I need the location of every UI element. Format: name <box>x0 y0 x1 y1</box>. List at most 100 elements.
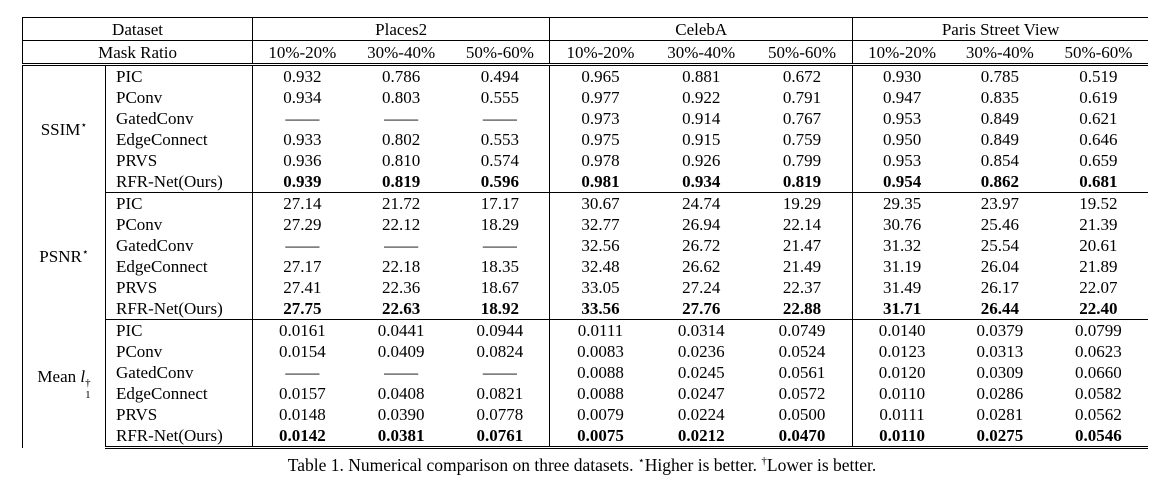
value-cell: 31.49 <box>882 278 922 297</box>
method-label: EdgeConnect <box>105 256 254 277</box>
ratio-cell: 30%-40% <box>950 40 1049 66</box>
value-cell: —— <box>384 236 419 255</box>
value-cell: 0.0083 <box>577 342 624 361</box>
value-cell: 0.0120 <box>878 363 926 382</box>
star-superscript: ⋆ <box>637 455 645 468</box>
metric-label-psnr: PSNR⋆ <box>21 192 107 320</box>
value-cell: 19.52 <box>1079 194 1118 213</box>
value-cell: —— <box>450 235 551 256</box>
value-cell: 30.67 <box>581 194 620 213</box>
value-cell: 0.0390 <box>377 405 425 424</box>
value-cell: 0.932 <box>283 67 322 86</box>
value-cell: 24.74 <box>682 194 721 213</box>
ratio-cell: 30%-40% <box>351 40 451 66</box>
value-cell: 0.934 <box>650 171 752 193</box>
value-cell: 0.0778 <box>450 404 551 425</box>
value-cell: 0.0111 <box>879 405 925 424</box>
value-cell: 21.89 <box>1079 257 1118 276</box>
value-cell: 0.0441 <box>377 321 425 340</box>
value-cell: 0.0309 <box>976 363 1024 382</box>
value-cell: 0.767 <box>751 108 854 129</box>
value-cell: 0.0314 <box>677 321 725 340</box>
value-cell: 23.97 <box>980 194 1019 213</box>
value-cell: 0.819 <box>351 171 451 193</box>
value-cell: 0.759 <box>751 129 854 150</box>
value-cell: 29.35 <box>882 194 922 213</box>
value-cell: 26.17 <box>980 278 1019 297</box>
value-cell: 0.977 <box>581 88 620 107</box>
dataset-paris: Paris Street View <box>852 17 1148 41</box>
method-label: PIC <box>105 192 254 214</box>
value-cell: 0.978 <box>581 151 620 170</box>
value-cell: 26.62 <box>682 257 721 276</box>
table-row: GatedConv —— —— —— 0.0088 0.0245 0.0561 … <box>23 362 1149 383</box>
table-row: Mean l † 1 PIC 0.0161 0.0441 0.0944 0.0111… <box>21 319 1149 448</box>
value-cell: 0.0313 <box>976 342 1024 361</box>
value-cell: 0.0470 <box>751 425 854 449</box>
value-cell: 0.981 <box>549 171 651 193</box>
table-caption: Table 1. Numerical comparison on three d… <box>0 455 1164 476</box>
value-cell: 0.0660 <box>1075 363 1122 382</box>
value-cell: 22.40 <box>1048 298 1148 320</box>
value-cell: 0.791 <box>751 87 854 108</box>
value-cell: 22.36 <box>382 278 421 297</box>
value-cell: 0.0379 <box>976 321 1024 340</box>
method-label: GatedConv <box>105 108 254 129</box>
value-cell: 0.0154 <box>278 342 326 361</box>
star-superscript: ⋆ <box>80 119 88 132</box>
results-table: Dataset Places2 CelebA Paris Street View… <box>21 17 1149 449</box>
value-cell: 21.72 <box>382 194 421 213</box>
table-row: PConv 0.934 0.803 0.555 0.977 0.922 0.79… <box>23 87 1149 108</box>
metric-variable: l <box>80 366 86 386</box>
value-cell: 0.0572 <box>751 383 854 404</box>
value-cell: 0.810 <box>382 151 421 170</box>
table-row-ours: RFR-Net(Ours) 27.75 22.63 18.92 33.56 27… <box>23 298 1148 320</box>
table-row: GatedConv —— —— —— 32.56 26.72 21.47 31.… <box>23 235 1149 256</box>
value-cell: 0.659 <box>1079 151 1118 170</box>
value-cell: 0.0561 <box>751 362 854 383</box>
value-cell: 21.39 <box>1079 215 1118 234</box>
metric-label-mean-l1: Mean l † 1 <box>21 319 107 448</box>
method-label: EdgeConnect <box>105 383 254 404</box>
table-container: Dataset Places2 CelebA Paris Street View… <box>21 17 1149 449</box>
metric-text: SSIM <box>40 119 81 139</box>
value-cell: 0.926 <box>682 151 721 170</box>
value-cell: 0.0286 <box>976 384 1024 403</box>
value-cell: 0.854 <box>980 151 1019 170</box>
value-cell: 31.71 <box>852 298 951 320</box>
value-cell: 0.0088 <box>577 363 624 382</box>
value-cell: 0.0381 <box>351 425 451 449</box>
table-row: EdgeConnect 0.0157 0.0408 0.0821 0.0088 … <box>23 383 1149 404</box>
value-cell: —— <box>285 109 320 128</box>
method-label: GatedConv <box>105 235 254 256</box>
value-cell: 27.29 <box>283 215 322 234</box>
table-row: PRVS 0.936 0.810 0.574 0.978 0.926 0.799… <box>23 150 1149 171</box>
value-cell: 0.681 <box>1048 171 1148 193</box>
value-cell: 0.0275 <box>950 425 1049 449</box>
caption-text: Lower is better. <box>766 455 877 475</box>
value-cell: 0.947 <box>882 88 922 107</box>
value-cell: 26.04 <box>980 257 1019 276</box>
metric-text: PSNR <box>39 246 82 266</box>
value-cell: 0.0245 <box>677 363 725 382</box>
method-label: RFR-Net(Ours) <box>105 425 254 449</box>
value-cell: 0.0075 <box>549 425 651 449</box>
table-row: PRVS 27.41 22.36 18.67 33.05 27.24 22.37… <box>23 277 1149 298</box>
value-cell: 0.0123 <box>878 342 926 361</box>
value-cell: 0.930 <box>882 67 922 86</box>
table-row-ours: RFR-Net(Ours) 0.939 0.819 0.596 0.981 0.… <box>23 171 1148 193</box>
value-cell: 0.933 <box>283 130 322 149</box>
dagger-superscript: † <box>761 455 767 468</box>
star-superscript: ⋆ <box>81 245 89 258</box>
value-cell: 0.881 <box>682 67 721 86</box>
value-cell: 0.785 <box>980 67 1019 86</box>
value-cell: 0.0236 <box>677 342 725 361</box>
value-cell: 20.61 <box>1079 236 1118 255</box>
value-cell: 0.953 <box>882 109 922 128</box>
ratio-cell: 10%-20% <box>549 40 651 66</box>
caption-text: Table 1. Numerical comparison on three d… <box>287 455 638 475</box>
value-cell: 0.596 <box>450 171 551 193</box>
value-cell: 18.35 <box>450 256 551 277</box>
value-cell: 22.18 <box>382 257 421 276</box>
value-cell: 0.0799 <box>1075 321 1122 340</box>
